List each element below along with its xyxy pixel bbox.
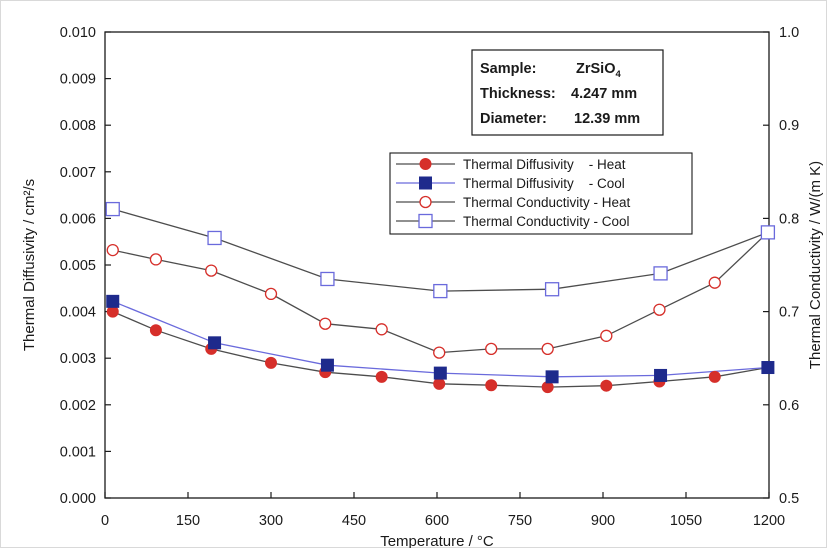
series-3-point-3 [433,283,448,299]
legend-label-2: Thermal Conductivity - Heat [463,195,631,210]
right-axis-ticks: 0.5 0.6 0.7 0.8 0.9 1.0 [763,25,799,507]
legend-marker-3 [418,213,433,229]
sample-value: ZrSiO4 [576,61,621,80]
bottom-axis-tick-label: 150 [176,513,200,529]
left-axis-ticks: 0.000 0.001 0.002 0.003 0.004 0.005 0.006 0.007… [60,25,111,507]
legend: Thermal Diffusivity - Heat Thermal Diffus… [389,152,693,235]
x-axis-title: Temperature / °C [380,533,494,548]
series-1-point-2 [320,358,334,372]
series-3-point-4 [544,282,560,297]
left-axis-tick-label: 0.008 [60,118,96,134]
series-0-point-1 [149,324,162,337]
legend-marker-2 [419,195,432,209]
right-axis-tick-label: 0.5 [779,491,799,507]
diameter-label: Diameter: [480,111,547,127]
series-2-point-7 [485,342,498,356]
legend-marker-1 [419,176,432,190]
sample-info-box: Sample: ZrSiO4 Thickness: 4.247 mm Diame… [471,49,664,136]
series-2-point-4 [319,317,332,330]
series-1-point-6 [761,361,775,375]
series-0-point-9 [600,379,613,392]
left-axis-tick-label: 0.005 [60,258,96,274]
left-axis-tick-label: 0.007 [60,165,96,181]
y-axis-left-title: Thermal Diffusivity / cm²/s [21,179,38,351]
sample-formula: ZrSiO [576,61,615,77]
bottom-axis-tick-label: 0 [101,513,109,529]
right-axis-tick-label: 1.0 [779,25,799,41]
series-0-point-6 [433,377,446,390]
series-2-point-3 [264,287,278,301]
left-axis-tick-label: 0.002 [60,398,96,414]
series-3-point-1 [207,230,222,246]
left-axis-tick-label: 0.000 [60,491,96,507]
series-3-point-0 [105,201,120,217]
series-markers [105,201,776,394]
left-axis-tick-label: 0.003 [60,351,96,367]
bottom-axis-tick-label: 750 [508,513,532,529]
sample-label: Sample: [480,61,536,77]
legend-label-1: Thermal Diffusivity - Cool [463,176,625,191]
left-axis-tick-label: 0.010 [60,25,96,41]
bottom-axis-tick-label: 300 [259,513,283,529]
bottom-axis-tick-label: 600 [425,513,449,529]
series-1-point-4 [545,370,559,384]
series-3-point-6 [760,225,776,240]
right-axis-tick-label: 0.8 [779,211,799,227]
series-2-point-11 [708,276,721,289]
bottom-axis-tick-label: 1200 [753,513,785,529]
legend-items: Thermal Diffusivity - Heat Thermal Diffus… [396,157,631,229]
left-axis-tick-label: 0.006 [60,211,96,227]
series-2-point-0 [106,243,119,257]
legend-marker-0 [419,158,432,170]
series-2-point-2 [205,264,218,277]
right-axis-tick-label: 0.9 [779,118,799,134]
series-2-point-8 [541,342,554,356]
series-1-point-5 [654,368,668,382]
series-3-point-2 [320,271,335,287]
series-2-point-1 [149,253,163,266]
thickness-value: 4.247 mm [571,86,637,102]
series-2-point-10 [653,303,666,316]
sample-formula-subscript: 4 [615,69,621,80]
legend-label-0: Thermal Diffusivity - Heat [463,157,626,172]
left-axis-tick-label: 0.009 [60,72,96,88]
series-2-point-5 [375,323,388,336]
bottom-axis-tick-label: 900 [591,513,615,529]
sample-info-frame [471,49,664,136]
series-3-point-5 [653,266,668,281]
series-0-point-7 [485,379,498,392]
bottom-axis-tick-label: 450 [342,513,366,529]
left-axis-tick-label: 0.004 [60,305,96,321]
series-1-point-3 [433,366,447,380]
series-1-point-0 [106,294,120,308]
plot-area [104,31,770,499]
bottom-axis-ticks: 0 150 300 450 600 750 900 1050 1200 [101,492,785,529]
series-0-point-3 [265,356,277,369]
bottom-axis-tick-label: 1050 [670,513,702,529]
legend-label-3: Thermal Conductivity - Cool [463,214,630,229]
right-axis-tick-label: 0.6 [779,398,799,414]
right-axis-tick-label: 0.7 [779,305,799,321]
series-2-point-9 [600,329,613,342]
series-0-point-11 [708,370,721,383]
series-2-point-6 [433,346,446,359]
thickness-label: Thickness: [480,86,556,102]
diameter-value: 12.39 mm [574,111,640,127]
series-0-point-5 [375,370,388,383]
series-1-point-1 [208,336,222,350]
y-axis-right-title: Thermal Conductivity / W/(m K) [807,161,824,369]
left-axis-tick-label: 0.001 [60,444,96,460]
